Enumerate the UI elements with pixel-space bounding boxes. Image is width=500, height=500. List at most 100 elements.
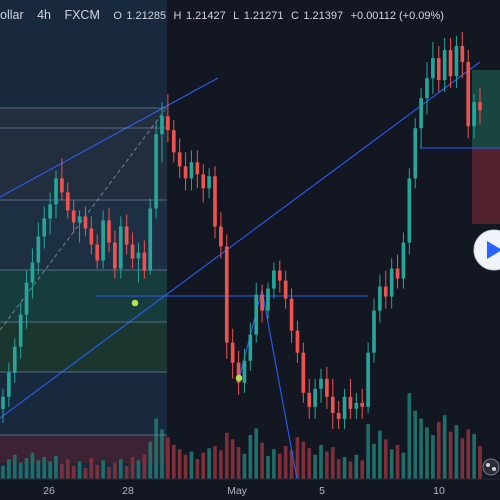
volume-bar (7, 459, 11, 479)
volume-bar (336, 459, 341, 479)
source: FXCM (64, 8, 99, 22)
channel-lower-trendline (0, 61, 481, 419)
volume-bar (42, 457, 47, 479)
long-position-loss-zone (472, 148, 500, 224)
channel-upper-trendline (0, 77, 219, 198)
candle-body (148, 208, 153, 271)
volume-bar (277, 453, 282, 479)
candle-body (348, 396, 353, 409)
candle-body (383, 286, 388, 297)
volume-bar (1, 465, 5, 479)
volume-bar (183, 454, 188, 479)
x-axis-background (0, 479, 500, 500)
volume-bar (319, 444, 323, 479)
candle-body (154, 134, 158, 209)
candle-body (113, 242, 117, 269)
volume-bar (248, 435, 253, 479)
candle-body (95, 244, 100, 261)
volume-bar (401, 452, 406, 479)
candle-body (230, 342, 235, 363)
volume-bar (224, 432, 229, 479)
volume-bar (478, 446, 482, 479)
volume-bar (354, 454, 359, 479)
candle-body (177, 152, 182, 167)
candle-body (60, 178, 64, 193)
candle-body (289, 298, 294, 331)
candle-body (24, 282, 29, 315)
candle-body (260, 294, 264, 311)
volume-bar (113, 462, 117, 479)
candle-body (48, 204, 52, 219)
volume-bar (30, 452, 35, 479)
logo-dot (492, 467, 496, 471)
volume-bar (171, 444, 176, 479)
x-tick-label: 26 (43, 485, 55, 497)
candle-body (7, 372, 11, 397)
volume-bar (230, 439, 235, 479)
volume-bar (83, 468, 88, 479)
candle-body (272, 270, 276, 289)
candle-body (389, 268, 394, 297)
candle-body (1, 396, 5, 409)
candle-body (213, 176, 217, 227)
volume-bar (160, 429, 164, 479)
candle-body (18, 314, 23, 347)
candle-body (330, 396, 335, 413)
candles (1, 32, 482, 429)
high-label: H (174, 10, 182, 22)
volume-bar (71, 465, 76, 479)
volume-bar (307, 448, 312, 479)
volume-bar (12, 454, 17, 479)
volume-bar (130, 457, 135, 479)
play-button[interactable] (473, 229, 500, 271)
logo-dot (486, 463, 490, 467)
candle-body (183, 166, 188, 179)
candle-body (65, 192, 70, 211)
low-value: 1.21271 (244, 10, 284, 22)
candle-body (413, 128, 418, 179)
candle-body (189, 162, 194, 179)
volume-bar (419, 418, 423, 479)
x-tick-label: 5 (319, 485, 325, 497)
candle-body (71, 210, 76, 223)
volume-bar (413, 410, 418, 479)
volume-bar (219, 450, 223, 479)
candle-body (360, 402, 365, 407)
candle-body (460, 46, 465, 63)
volume-bar (348, 461, 353, 479)
volume-bar (260, 442, 264, 479)
symbol-name: ollar (0, 8, 24, 22)
candle-body (83, 216, 88, 229)
volume-bar (431, 435, 435, 479)
tradingview-logo (482, 458, 500, 476)
volume-bar (89, 458, 94, 479)
candle-body (478, 102, 482, 111)
candle-body (319, 378, 323, 389)
volume-bar (213, 446, 217, 479)
volume-bar (383, 439, 388, 479)
volume-bar (154, 418, 158, 479)
volume-bar (454, 425, 459, 479)
candle-body (436, 58, 441, 81)
candle-body (336, 412, 341, 419)
candle-body (30, 262, 35, 283)
candle-body (195, 162, 200, 175)
candle-body (366, 352, 370, 407)
candle-body (54, 178, 58, 205)
volume-bar (330, 447, 335, 479)
fib-zone (0, 322, 167, 372)
background-zones (0, 0, 500, 479)
volume-bar (389, 449, 394, 479)
volume-bar (136, 460, 141, 479)
volume-bar (166, 437, 170, 479)
candle-body (325, 378, 329, 397)
volume-bar (378, 430, 382, 479)
candle-body (372, 310, 376, 353)
volume-bar (101, 460, 105, 479)
candle-body (307, 392, 312, 407)
volume-bar (242, 453, 247, 479)
candle-body (425, 78, 429, 99)
candle-body (166, 116, 170, 131)
